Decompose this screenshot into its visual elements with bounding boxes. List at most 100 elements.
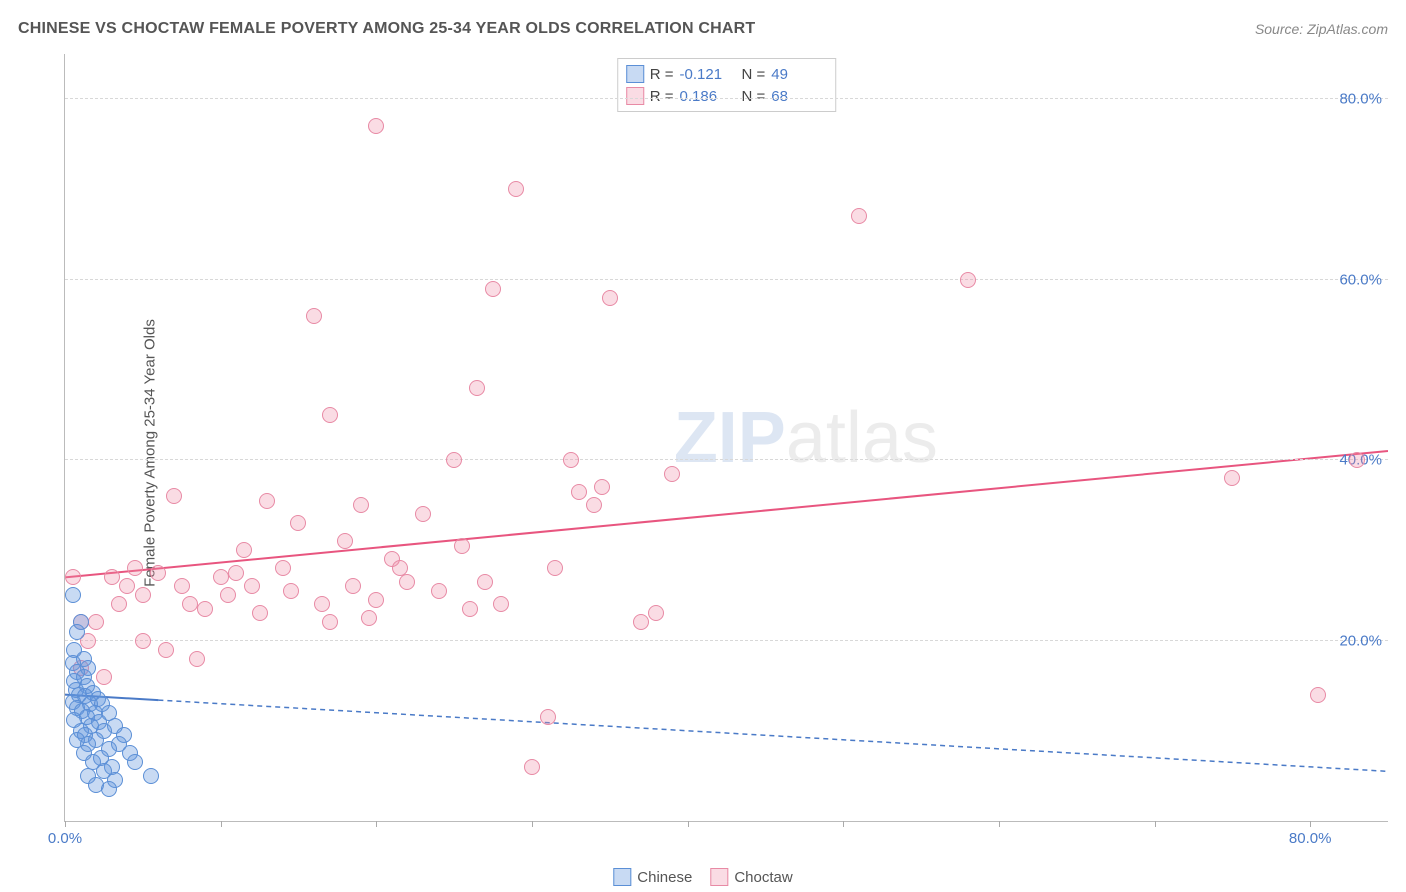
scatter-point-chinese [143, 768, 159, 784]
gridline-h [65, 640, 1388, 641]
legend-item-choctaw: Choctaw [710, 868, 792, 886]
plot-area: ZIPatlas R = -0.121 N = 49 R = 0.186 N =… [64, 54, 1388, 822]
scatter-point-choctaw [547, 560, 563, 576]
scatter-point-choctaw [353, 497, 369, 513]
swatch-choctaw [626, 87, 644, 105]
xtick-mark [688, 821, 689, 827]
xtick-mark [376, 821, 377, 827]
scatter-point-choctaw [540, 709, 556, 725]
legend-label-chinese: Chinese [637, 869, 692, 886]
scatter-point-choctaw [1310, 687, 1326, 703]
scatter-point-choctaw [322, 407, 338, 423]
scatter-point-choctaw [182, 596, 198, 612]
scatter-point-choctaw [571, 484, 587, 500]
scatter-point-choctaw [104, 569, 120, 585]
scatter-point-choctaw [345, 578, 361, 594]
xtick-mark [1155, 821, 1156, 827]
scatter-point-choctaw [236, 542, 252, 558]
scatter-point-choctaw [446, 452, 462, 468]
scatter-point-choctaw [368, 118, 384, 134]
scatter-point-choctaw [851, 208, 867, 224]
stats-box: R = -0.121 N = 49 R = 0.186 N = 68 [617, 58, 837, 112]
trendline [158, 700, 1388, 771]
scatter-point-choctaw [1224, 470, 1240, 486]
scatter-point-choctaw [563, 452, 579, 468]
scatter-point-choctaw [602, 290, 618, 306]
xtick-mark [1310, 821, 1311, 827]
scatter-point-choctaw [633, 614, 649, 630]
scatter-point-choctaw [469, 380, 485, 396]
scatter-point-choctaw [1349, 452, 1365, 468]
ytick-label: 80.0% [1339, 91, 1382, 108]
scatter-point-choctaw [275, 560, 291, 576]
scatter-point-choctaw [65, 569, 81, 585]
scatter-point-choctaw [228, 565, 244, 581]
scatter-point-choctaw [524, 759, 540, 775]
xtick-mark [221, 821, 222, 827]
bottom-legend: Chinese Choctaw [613, 868, 792, 886]
scatter-point-choctaw [431, 583, 447, 599]
scatter-point-choctaw [111, 596, 127, 612]
scatter-point-choctaw [158, 642, 174, 658]
xtick-label: 0.0% [48, 830, 82, 847]
gridline-h [65, 98, 1388, 99]
scatter-point-choctaw [290, 515, 306, 531]
scatter-point-choctaw [150, 565, 166, 581]
scatter-point-choctaw [322, 614, 338, 630]
scatter-point-choctaw [594, 479, 610, 495]
xtick-mark [843, 821, 844, 827]
scatter-point-choctaw [189, 651, 205, 667]
scatter-point-choctaw [174, 578, 190, 594]
trendline [65, 451, 1388, 577]
scatter-point-choctaw [135, 633, 151, 649]
scatter-point-choctaw [454, 538, 470, 554]
scatter-point-choctaw [415, 506, 431, 522]
ytick-label: 20.0% [1339, 632, 1382, 649]
trendlines-svg [65, 54, 1388, 821]
scatter-point-choctaw [493, 596, 509, 612]
scatter-point-choctaw [508, 181, 524, 197]
scatter-point-choctaw [197, 601, 213, 617]
scatter-point-choctaw [306, 308, 322, 324]
scatter-point-choctaw [960, 272, 976, 288]
swatch-chinese-icon [613, 868, 631, 886]
scatter-point-chinese [65, 587, 81, 603]
xtick-mark [999, 821, 1000, 827]
scatter-point-choctaw [127, 560, 143, 576]
scatter-point-choctaw [252, 605, 268, 621]
scatter-point-choctaw [96, 669, 112, 685]
scatter-point-choctaw [462, 601, 478, 617]
scatter-point-choctaw [664, 466, 680, 482]
scatter-point-choctaw [337, 533, 353, 549]
chart-title: CHINESE VS CHOCTAW FEMALE POVERTY AMONG … [18, 20, 755, 38]
scatter-point-choctaw [259, 493, 275, 509]
scatter-point-choctaw [166, 488, 182, 504]
stats-row-chinese: R = -0.121 N = 49 [626, 63, 828, 85]
scatter-point-choctaw [368, 592, 384, 608]
xtick-mark [65, 821, 66, 827]
chart-container: Female Poverty Among 25-34 Year Olds ZIP… [48, 54, 1388, 852]
scatter-point-choctaw [361, 610, 377, 626]
swatch-chinese [626, 65, 644, 83]
ytick-label: 60.0% [1339, 271, 1382, 288]
scatter-point-choctaw [283, 583, 299, 599]
xtick-label: 80.0% [1289, 830, 1332, 847]
legend-label-choctaw: Choctaw [734, 869, 792, 886]
swatch-choctaw-icon [710, 868, 728, 886]
scatter-point-choctaw [220, 587, 236, 603]
gridline-h [65, 459, 1388, 460]
legend-item-chinese: Chinese [613, 868, 692, 886]
scatter-point-choctaw [244, 578, 260, 594]
scatter-point-choctaw [88, 614, 104, 630]
stats-row-choctaw: R = 0.186 N = 68 [626, 85, 828, 107]
scatter-point-choctaw [213, 569, 229, 585]
scatter-point-chinese [101, 781, 117, 797]
scatter-point-choctaw [477, 574, 493, 590]
gridline-h [65, 279, 1388, 280]
scatter-point-choctaw [399, 574, 415, 590]
scatter-point-chinese [127, 754, 143, 770]
scatter-point-choctaw [314, 596, 330, 612]
scatter-point-choctaw [485, 281, 501, 297]
scatter-point-choctaw [119, 578, 135, 594]
xtick-mark [532, 821, 533, 827]
